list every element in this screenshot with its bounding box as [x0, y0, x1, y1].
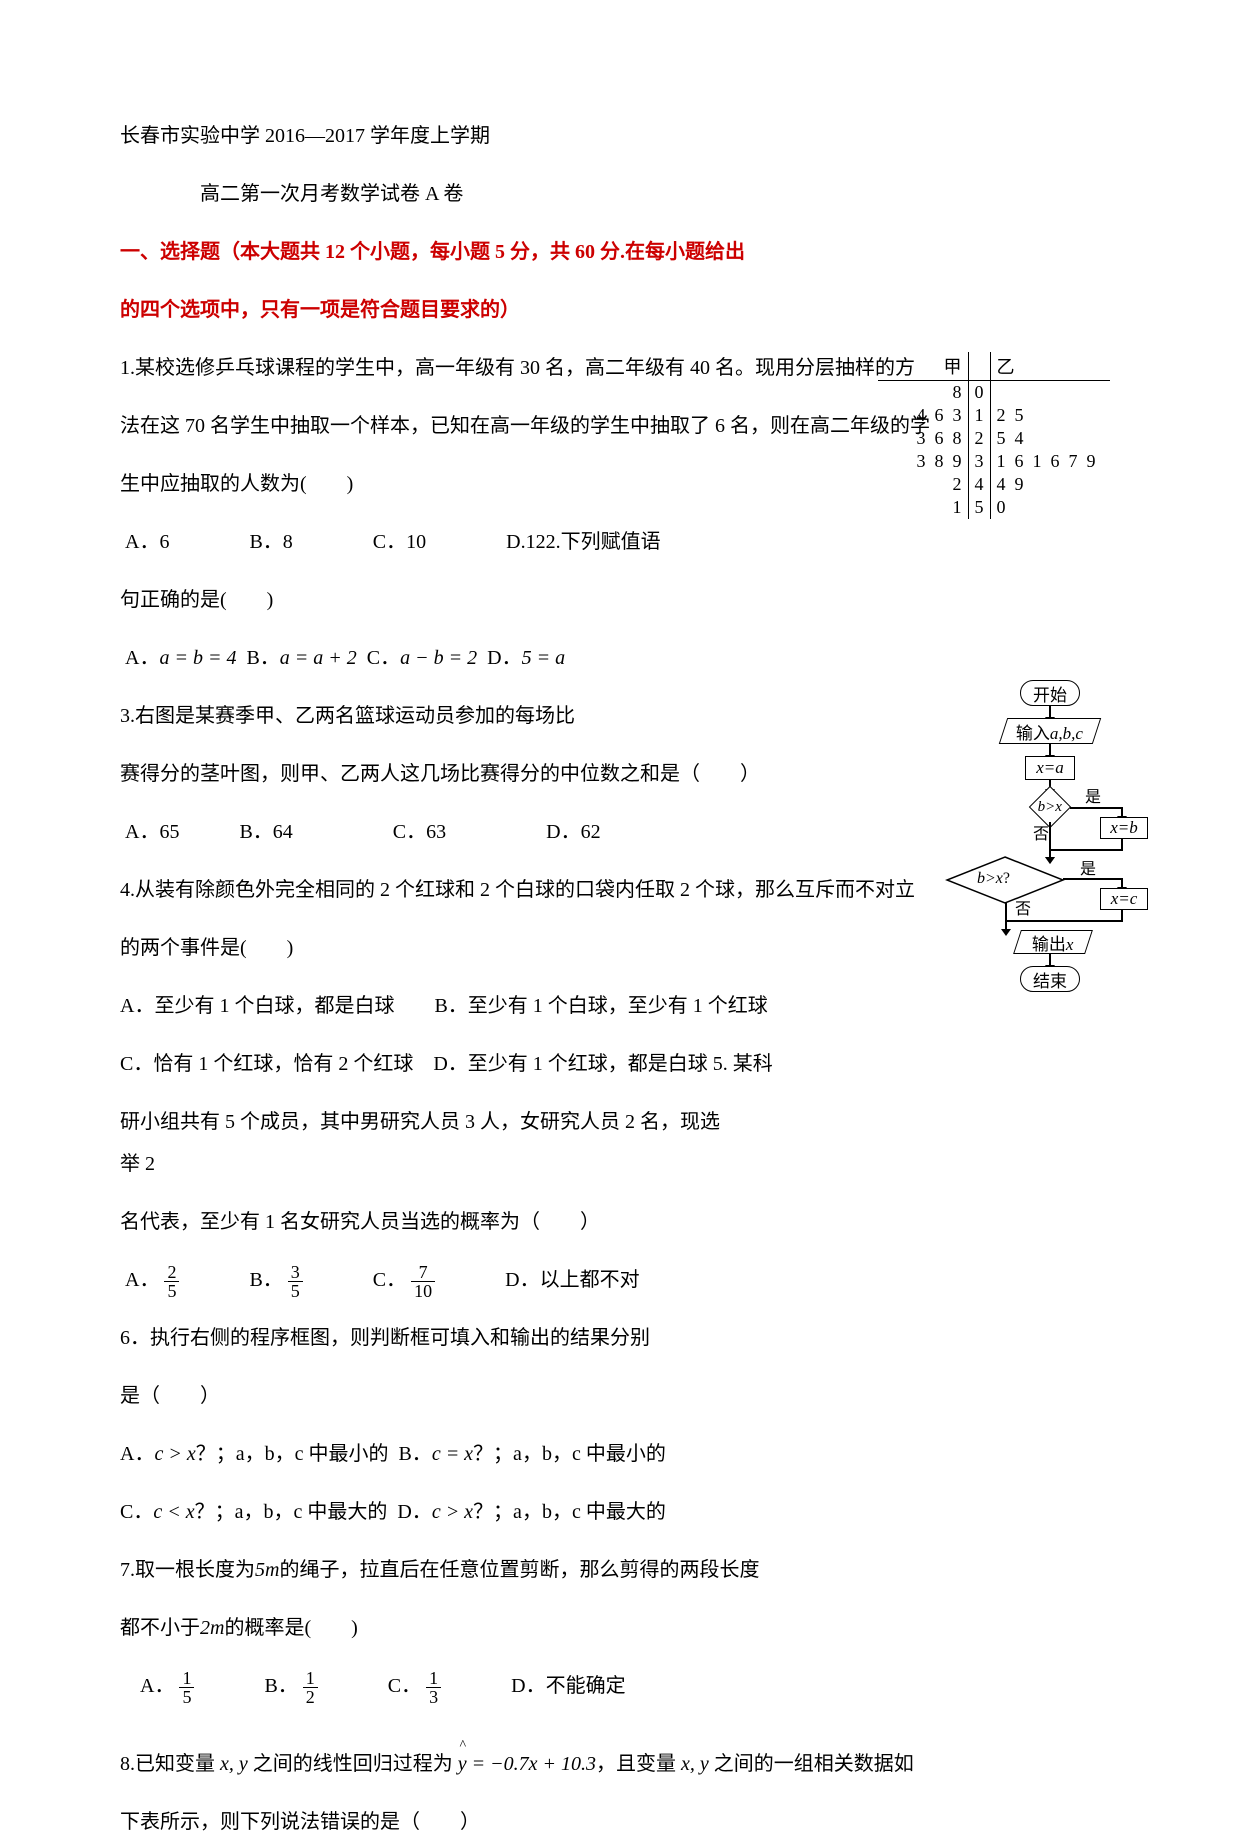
q8-l1: 8.已知变量 x, y 之间的线性回归过程为 y = −0.7x + 10.3，…	[120, 1743, 1120, 1785]
q7-frac-a: 15	[179, 1669, 194, 1706]
sl-header-left: 甲	[878, 352, 968, 381]
fc-end: 结束	[1020, 966, 1080, 992]
q2-c-math: a − b = 2	[400, 647, 477, 669]
q5-options: A． 25 B． 35 C． 710 D．以上都不对	[120, 1259, 1120, 1301]
fc-no2: 否	[1015, 895, 1031, 919]
q5-d: D．以上都不对	[505, 1269, 639, 1291]
fc-start: 开始	[1020, 680, 1080, 706]
q2-a-pre: A．	[120, 647, 159, 669]
q1-opts: A．6 B．8 C．10 D.12	[120, 531, 546, 553]
sl-row-4: 244 9	[878, 473, 1110, 496]
q2-inline: 2.下列赋值语	[546, 531, 661, 553]
q7-options: A． 15 B． 12 C． 13 D．不能确定	[120, 1665, 1120, 1707]
fc-no1: 否	[1033, 820, 1049, 844]
q2-options: A．a = b = 4 B．a = a + 2 C．a − b = 2 D．5 …	[120, 637, 1120, 679]
q2-b-pre: B．	[241, 647, 279, 669]
fc-input: 输入a,b,c	[999, 718, 1101, 744]
fc-yes1: 是	[1085, 783, 1101, 807]
q2-d-math: 5 = a	[522, 647, 566, 669]
sl-header-right: 乙	[990, 352, 1110, 381]
q2-c-pre: C．	[362, 647, 400, 669]
section-intro-2: 的四个选项中，只有一项是符合题目要求的）	[120, 289, 1120, 331]
fc-yes2: 是	[1080, 855, 1096, 879]
q5-inline: 5. 某科	[708, 1053, 773, 1075]
q8-l2: 下表所示，则下列说法错误的是（ ）	[120, 1801, 1120, 1843]
sl-row-2: 3 6 825 4	[878, 427, 1110, 450]
q1-options-q2-start: A．6 B．8 C．10 D.122.下列赋值语	[120, 521, 1120, 563]
q7-l2: 都不小于2m的概率是( )	[120, 1607, 1120, 1649]
q2-l2: 句正确的是( )	[120, 579, 1120, 621]
q6-l1: 6．执行右侧的程序框图，则判断框可填入和输出的结果分别	[120, 1317, 720, 1359]
q5-c: C．	[373, 1269, 406, 1291]
q5-frac-a: 25	[164, 1263, 179, 1300]
fc-assign1: x=a	[1025, 756, 1075, 780]
header-line1: 长春市实验中学 2016—2017 学年度上学期	[120, 115, 1120, 157]
sl-row-5: 150	[878, 496, 1110, 519]
fc-output: 输出x	[1013, 930, 1093, 954]
flowchart: 开始 输入a,b,c x=a b>x 是 x=b 否 b>x? b>x? 是 x…	[925, 680, 1165, 1010]
fc-cond2-lbl: b>x?	[977, 870, 1010, 888]
q4-q5-mix: C．恰有 1 个红球，恰有 2 个红球 D．至少有 1 个红球，都是白球 5. …	[120, 1043, 1120, 1085]
q5-l3: 名代表，至少有 1 名女研究人员当选的概率为（ ）	[120, 1201, 720, 1243]
q4-l4: C．恰有 1 个红球，恰有 2 个红球 D．至少有 1 个红球，都是白球	[120, 1053, 708, 1075]
q7-frac-c: 13	[426, 1669, 441, 1706]
header-line2: 高二第一次月考数学试卷 A 卷	[120, 173, 1120, 215]
q6-l2: 是（ ）	[120, 1375, 720, 1417]
sl-row-1: 4 6 312 5	[878, 404, 1110, 427]
q6-l3: A．c > x？；a，b，c 中最小的 B．c = x？；a，b，c 中最小的	[120, 1433, 720, 1475]
q3-l1: 3.右图是某赛季甲、乙两名篮球运动员参加的每场比	[120, 695, 720, 737]
section-intro-1: 一、选择题（本大题共 12 个小题，每小题 5 分，共 60 分.在每小题给出	[120, 231, 1120, 273]
q5-b: B．	[249, 1269, 282, 1291]
q6-l4: C．c < x？；a，b，c 中最大的 D．c > x？；a，b，c 中最大的	[120, 1491, 720, 1533]
sl-row-3: 3 8 931 6 1 6 7 9	[878, 450, 1110, 473]
stem-leaf-plot: 甲 乙 80 4 6 312 5 3 6 825 4 3 8 931 6 1 6…	[878, 352, 1110, 519]
fc-assign3: x=c	[1100, 888, 1148, 910]
q2-b-math: a = a + 2	[280, 647, 357, 669]
q7-frac-b: 12	[303, 1669, 318, 1706]
q5-frac-b: 35	[288, 1263, 303, 1300]
sl-row-0: 80	[878, 381, 1110, 405]
q5-a: A．	[120, 1269, 159, 1291]
q5-frac-c: 710	[411, 1263, 435, 1300]
q2-a-math: a = b = 4	[159, 647, 236, 669]
q2-d-pre: D．	[482, 647, 521, 669]
fc-assign2: x=b	[1100, 817, 1148, 839]
q7-l1: 7.取一根长度为5m的绳子，拉直后在任意位置剪断，那么剪得的两段长度	[120, 1549, 1120, 1591]
q5-l2: 研小组共有 5 个成员，其中男研究人员 3 人，女研究人员 2 名，现选举 2	[120, 1101, 720, 1185]
